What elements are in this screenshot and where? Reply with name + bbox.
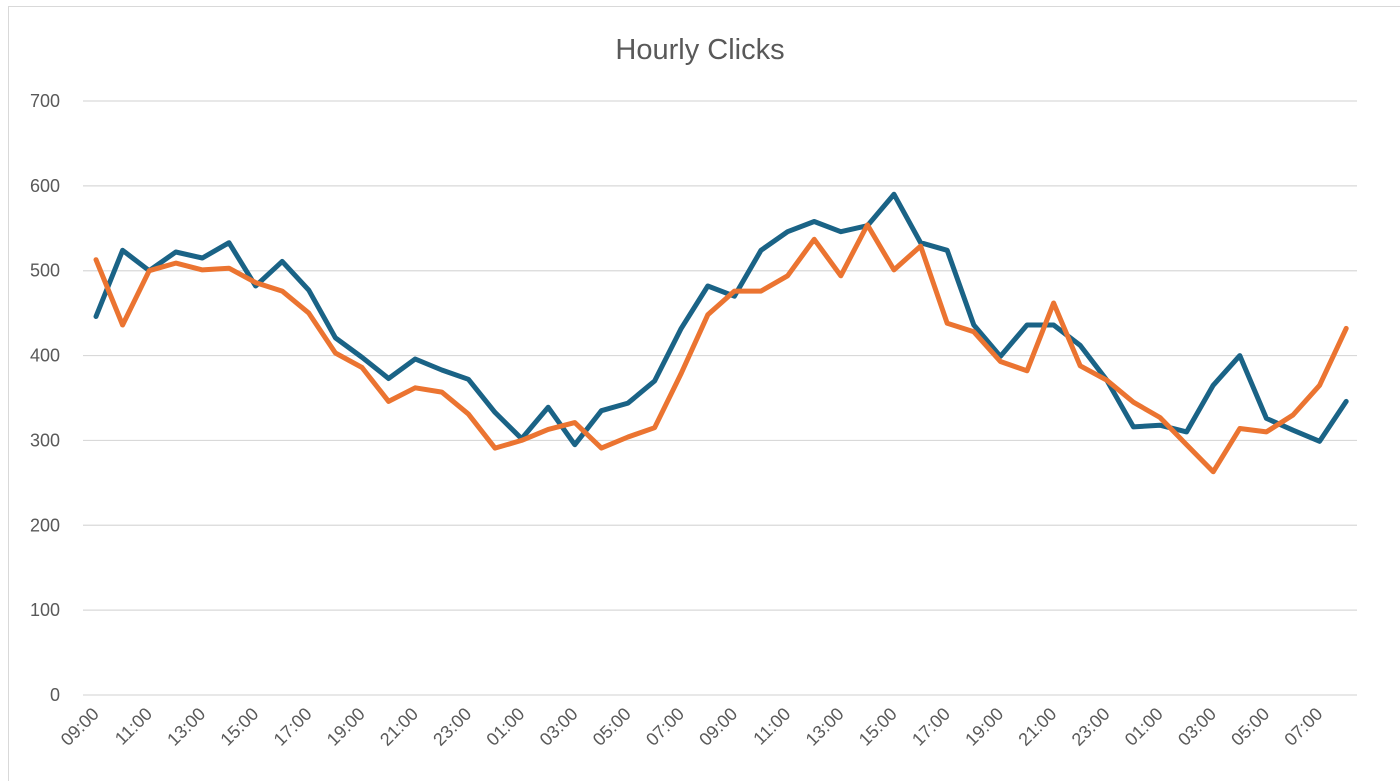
x-tick-label: 23:00 [1068,704,1114,750]
x-tick-label: 21:00 [1014,704,1060,750]
x-tick-label: 15:00 [216,704,262,750]
line-chart: Hourly Clicks 0 100 200 300 400 500 600 700 09:… [30,34,1357,750]
x-tick-label: 09:00 [57,704,103,750]
series-lines [93,191,1349,475]
x-tick-label: 11:00 [749,704,794,749]
x-tick-label: 03:00 [536,704,582,750]
series-2-line[interactable] [93,222,1349,475]
x-tick-label: 17:00 [270,704,316,750]
y-tick-label: 200 [30,515,60,535]
y-tick-label: 600 [30,176,60,196]
x-axis-tick-labels: 09:00 11:00 13:00 15:00 17:00 19:00 21:00 23:00… [57,704,1327,750]
chart-area[interactable]: Hourly Clicks 0 100 200 300 400 500 600 700 09:… [8,6,1400,781]
x-tick-label: 09:00 [695,704,741,750]
x-tick-label: 19:00 [961,704,1007,750]
x-tick-label: 13:00 [802,704,848,750]
x-tick-label: 13:00 [163,704,209,750]
y-tick-label: 400 [30,346,60,366]
x-tick-label: 03:00 [1174,704,1220,750]
x-tick-label: 19:00 [323,704,369,750]
x-tick-label: 15:00 [855,704,901,750]
y-tick-label: 0 [50,685,60,705]
y-tick-label: 700 [30,91,60,111]
x-tick-label: 01:00 [482,704,528,750]
x-tick-label: 07:00 [642,704,688,750]
chart-title: Hourly Clicks [615,34,784,66]
x-tick-label: 17:00 [908,704,954,750]
x-tick-label: 05:00 [1227,704,1273,750]
x-tick-label: 05:00 [589,704,635,750]
y-tick-label: 100 [30,600,60,620]
x-tick-label: 11:00 [111,704,156,749]
y-tick-label: 300 [30,430,60,450]
x-tick-label: 21:00 [376,704,422,750]
y-axis-tick-labels: 0 100 200 300 400 500 600 700 [30,91,60,705]
x-tick-label: 01:00 [1121,704,1167,750]
x-tick-label: 07:00 [1280,704,1326,750]
y-tick-label: 500 [30,261,60,281]
series-1-line[interactable] [93,191,1349,448]
x-tick-label: 23:00 [429,704,475,750]
gridlines [83,100,1357,696]
